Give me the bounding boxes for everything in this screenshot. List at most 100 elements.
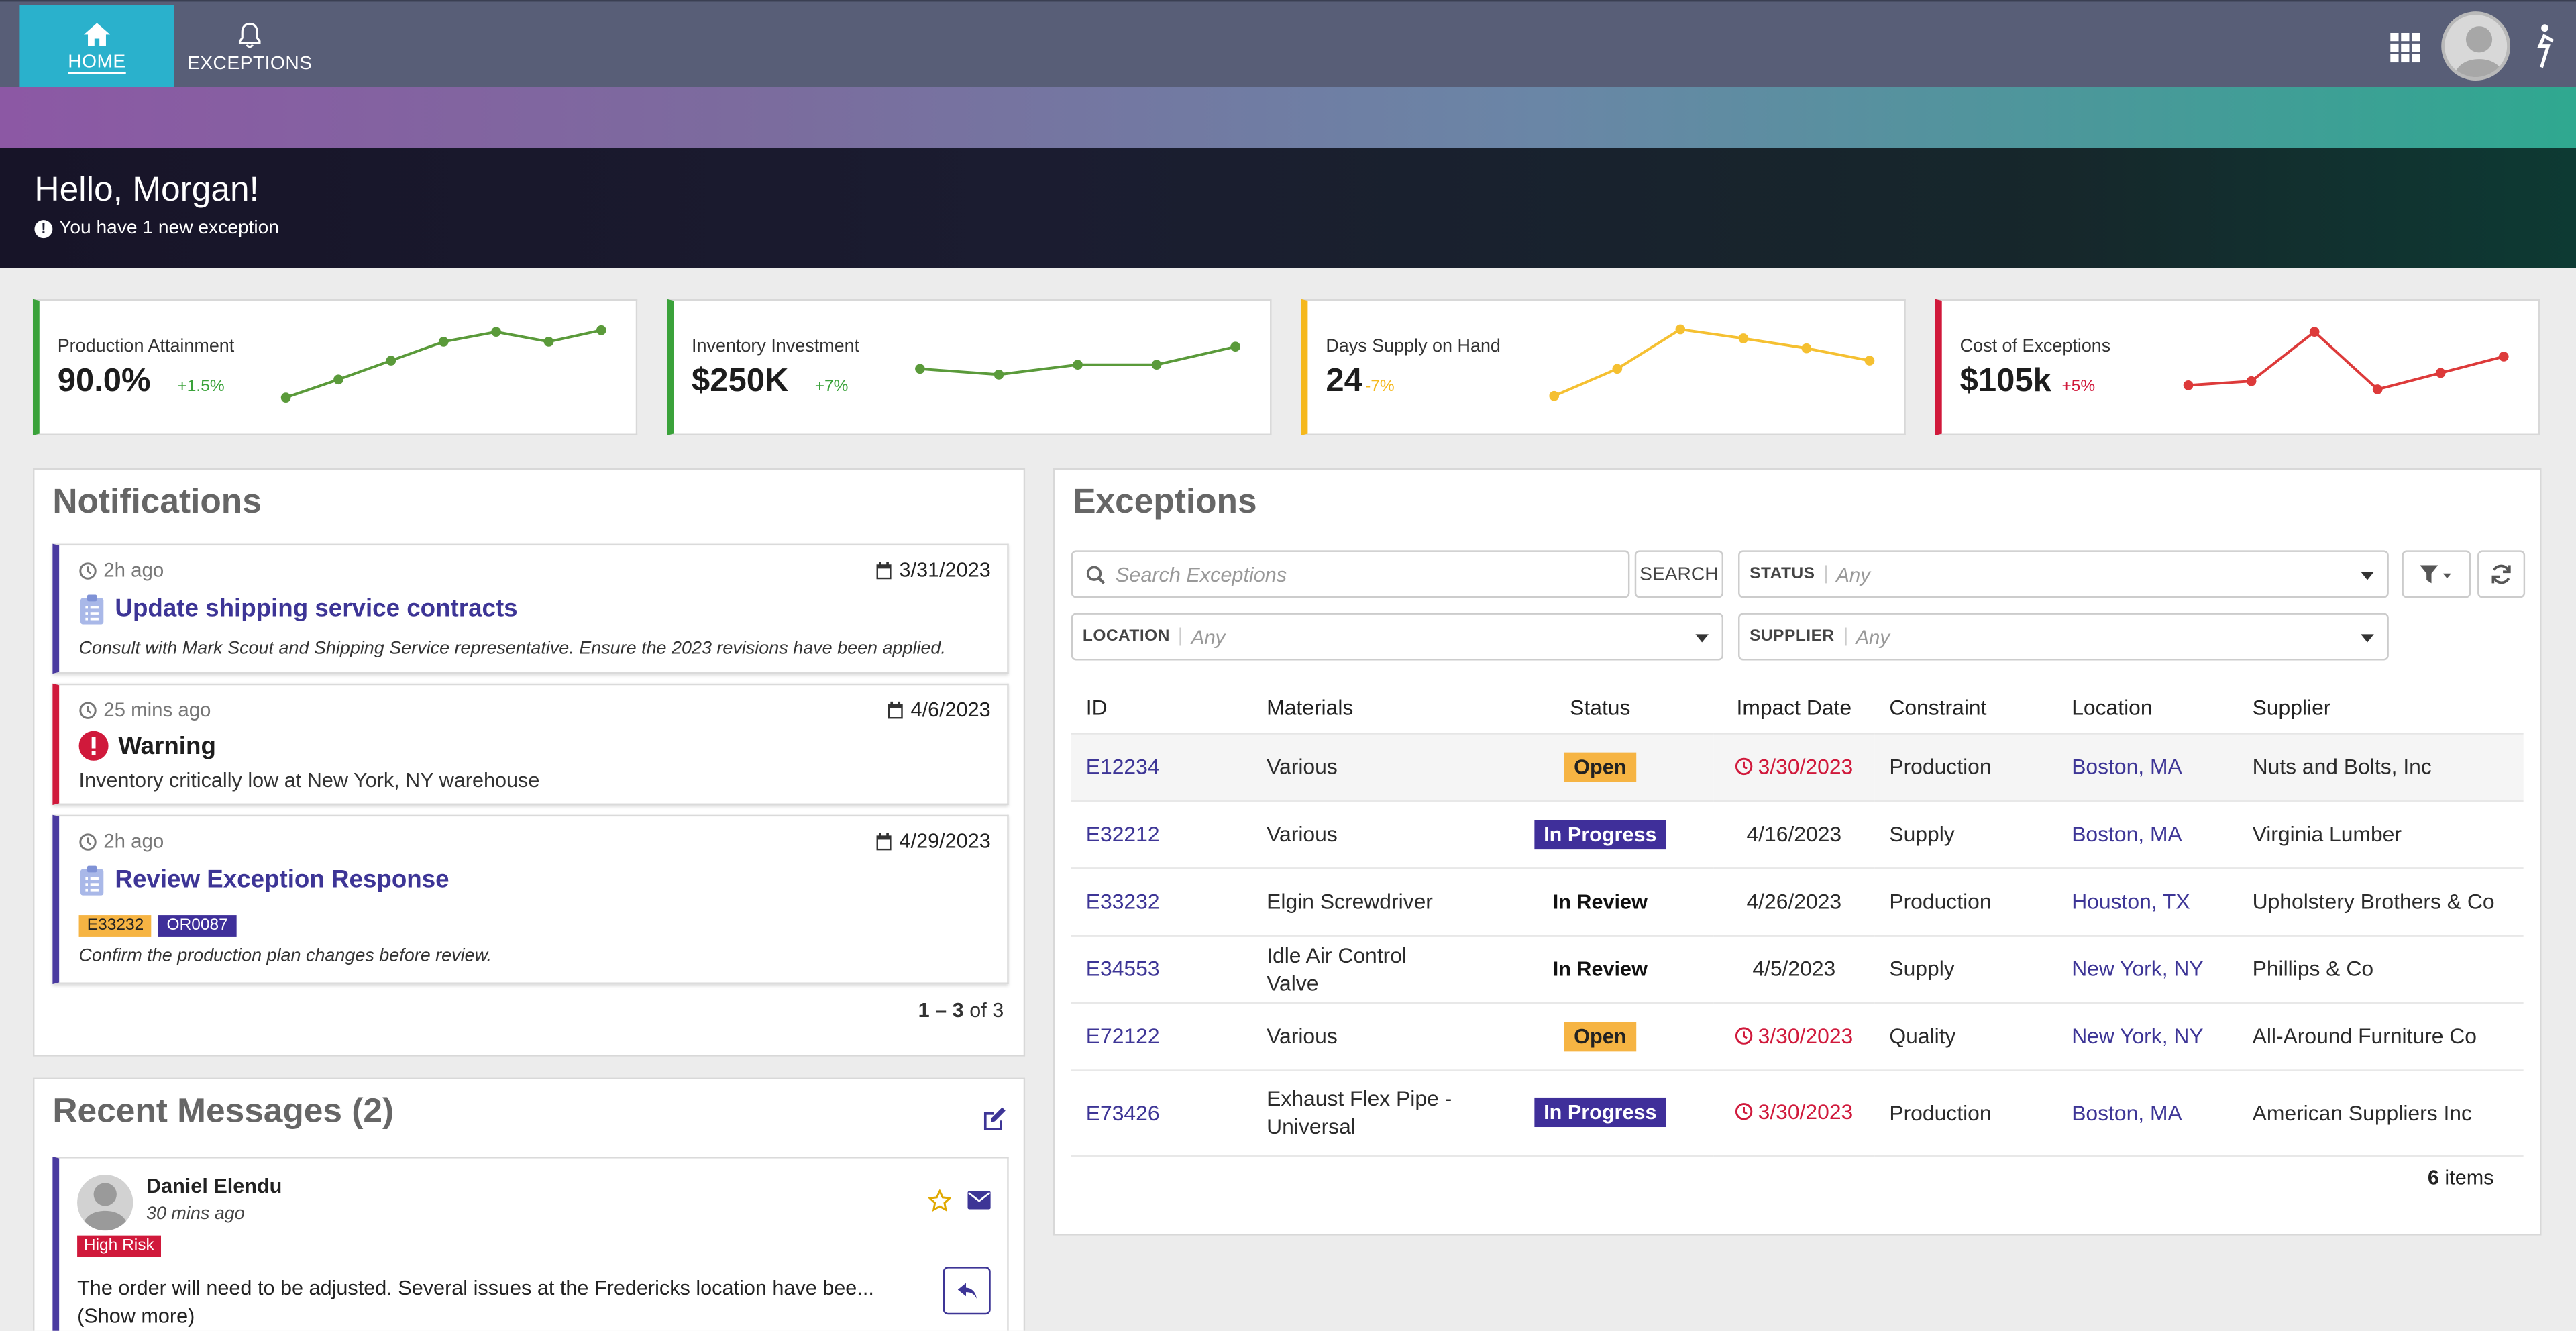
impact-date-text: 4/26/2023 — [1746, 888, 1842, 914]
column-header[interactable]: ID — [1071, 683, 1252, 734]
location-filter-select[interactable]: LOCATION Any — [1071, 613, 1724, 661]
notification-title[interactable]: Review Exception Response — [79, 864, 449, 896]
cell-impact-date: 4/16/2023 — [1713, 800, 1875, 869]
kpi-sparkline — [915, 341, 1240, 380]
clock-icon — [1735, 757, 1753, 774]
materials-text: Various — [1267, 1023, 1338, 1049]
column-header[interactable]: Materials — [1252, 683, 1487, 734]
location-link[interactable]: New York, NY — [2072, 1023, 2204, 1049]
search-placeholder: Search Exceptions — [1115, 562, 1287, 586]
status-filter-select[interactable]: STATUS Any — [1738, 550, 2389, 598]
column-header[interactable]: Location — [2057, 683, 2238, 734]
table-row[interactable]: E34553 Idle Air Control Valve In Review 4/5… — [1071, 935, 2524, 1004]
overdue-date: 3/30/2023 — [1735, 753, 1853, 778]
column-header[interactable]: Supplier — [2237, 683, 2524, 734]
cell-materials: Elgin Screwdriver — [1252, 867, 1487, 936]
refresh-button[interactable] — [2477, 550, 2526, 598]
notification-title[interactable]: Warning — [78, 731, 216, 761]
kpi-card-inventory[interactable]: Inventory Investment $250K +7% — [667, 299, 1272, 435]
exceptions-title: Exceptions — [1073, 483, 1257, 521]
column-header[interactable]: Status — [1487, 683, 1714, 734]
sparkline-line — [1553, 327, 1870, 398]
table-row[interactable]: E32212 Various In Progress 4/16/2023 Supply B… — [1071, 800, 2524, 869]
cell-location: New York, NY — [2057, 1002, 2238, 1071]
notification-description: Consult with Mark Scout and Shipping Ser… — [78, 639, 946, 659]
location-link[interactable]: Boston, MA — [2072, 1100, 2182, 1125]
cell-id: E73426 — [1071, 1069, 1252, 1156]
accessibility-person-icon[interactable] — [2530, 21, 2556, 70]
tag-order[interactable]: OR0087 — [158, 915, 237, 937]
kpi-card-production[interactable]: Production Attainment 90.0% +1.5% — [32, 299, 638, 435]
exception-id-link[interactable]: E32212 — [1085, 821, 1160, 847]
location-link[interactable]: Houston, TX — [2072, 888, 2190, 914]
materials-text: Exhaust Flex Pipe - Universal — [1267, 1085, 1452, 1139]
items-count-number: 6 — [2427, 1166, 2439, 1190]
tab-exceptions[interactable]: EXCEPTIONS — [174, 5, 325, 89]
tag-exception[interactable]: E33232 — [78, 915, 152, 937]
supplier-text: Upholstery Brothers & Co — [2252, 888, 2495, 914]
notification-description: Confirm the production plan changes befo… — [78, 946, 492, 967]
notification-card[interactable]: 2h ago 4/29/2023 Review Exception Respon… — [52, 814, 1009, 984]
pager-total: of 3 — [969, 998, 1004, 1022]
location-link[interactable]: Boston, MA — [2072, 754, 2182, 779]
exception-id-link[interactable]: E12234 — [1085, 754, 1160, 779]
message-card[interactable]: Daniel Elendu 30 mins ago High Risk The … — [52, 1157, 1009, 1331]
overdue-date: 3/30/2023 — [1735, 1023, 1853, 1047]
exception-id-link[interactable]: E73426 — [1085, 1100, 1160, 1125]
table-row[interactable]: E73426 Exhaust Flex Pipe - Universal In Pr… — [1071, 1069, 2524, 1156]
search-icon — [1086, 565, 1106, 584]
sparkline-point — [333, 374, 343, 385]
notifications-title: Notifications — [52, 483, 262, 521]
kpi-card-days-supply[interactable]: Days Supply on Hand 24 -7% — [1301, 299, 1906, 435]
notification-time: 2h ago — [79, 559, 164, 582]
items-count-label: items — [2445, 1166, 2494, 1190]
calendar-icon — [888, 700, 904, 718]
envelope-icon[interactable] — [967, 1191, 991, 1210]
cell-constraint: Production — [1874, 1069, 2057, 1156]
compose-edit-icon[interactable] — [981, 1106, 1007, 1132]
column-header[interactable]: Constraint — [1874, 683, 2057, 734]
notification-date: 4/29/2023 — [876, 830, 991, 853]
location-link[interactable]: Boston, MA — [2072, 821, 2182, 847]
search-button[interactable]: SEARCH — [1634, 550, 1724, 598]
location-link[interactable]: New York, NY — [2072, 956, 2204, 981]
notification-card[interactable]: 2h ago 3/31/2023 Update shipping service… — [52, 543, 1009, 674]
sparkline-point — [2498, 352, 2509, 362]
search-input[interactable]: Search Exceptions — [1071, 550, 1630, 598]
reply-button[interactable] — [943, 1267, 991, 1315]
app-grid-icon[interactable] — [2389, 32, 2422, 64]
table-row[interactable]: E12234 Various Open 3/30/2023 Production Bost… — [1071, 733, 2524, 801]
user-avatar[interactable] — [2441, 11, 2511, 81]
cell-materials: Idle Air Control Valve — [1252, 935, 1487, 1004]
info-alert-icon: ! — [34, 219, 53, 237]
notification-time: 2h ago — [79, 830, 164, 853]
table-header-row: ID Materials Status Impact Date Constrai… — [1071, 683, 2524, 734]
notification-title-text: Update shipping service contracts — [115, 594, 518, 623]
exception-id-link[interactable]: E33232 — [1085, 888, 1160, 914]
cell-supplier: Nuts and Bolts, Inc — [2237, 733, 2524, 801]
cell-location: Boston, MA — [2057, 1069, 2238, 1156]
table-row[interactable]: E72122 Various Open 3/30/2023 Quality New Yor… — [1071, 1002, 2524, 1071]
kpi-card-cost[interactable]: Cost of Exceptions $105k +5% — [1935, 299, 2540, 435]
exceptions-panel: Exceptions Search Exceptions SEARCH STAT… — [1053, 468, 2542, 1236]
filter-menu-button[interactable] — [2402, 550, 2471, 598]
exception-id-link[interactable]: E72122 — [1085, 1023, 1160, 1049]
exception-id-link[interactable]: E34553 — [1085, 956, 1160, 981]
location-filter-value: Any — [1191, 625, 1226, 649]
notification-title[interactable]: Update shipping service contracts — [79, 593, 518, 625]
supplier-filter-select[interactable]: SUPPLIER Any — [1738, 613, 2389, 661]
sparkline-point — [280, 392, 291, 403]
avatar-silhouette-icon — [82, 1183, 129, 1231]
table-row[interactable]: E33232 Elgin Screwdriver In Review 4/26/202… — [1071, 867, 2524, 936]
notification-card-warning[interactable]: 25 mins ago 4/6/2023 Warning Inventory c… — [52, 683, 1009, 806]
kpi-title: Days Supply on Hand — [1326, 337, 1501, 357]
sparkline-point — [596, 325, 606, 335]
column-header[interactable]: Impact Date — [1713, 683, 1875, 734]
cell-id: E33232 — [1071, 867, 1252, 936]
star-icon[interactable] — [928, 1189, 951, 1212]
tab-exceptions-label: EXCEPTIONS — [186, 53, 313, 73]
filter-funnel-icon — [2420, 564, 2451, 583]
tab-home[interactable]: HOME — [19, 5, 174, 89]
sparkline-line — [2188, 330, 2504, 391]
